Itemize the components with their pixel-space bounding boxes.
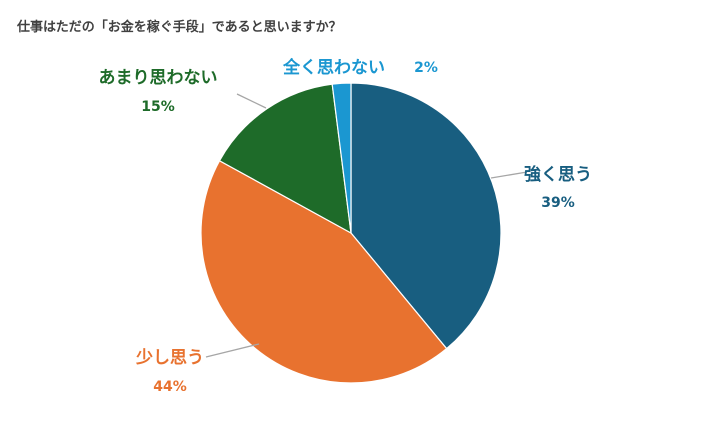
slice-percent-somewhat: 44% — [153, 379, 187, 395]
pie-slice-somewhat — [200, 159, 448, 384]
slice-percent-not-much: 15% — [141, 99, 175, 115]
chart-title: 仕事はただの「お金を稼ぐ手段」であると思いますか？ — [17, 20, 342, 35]
leader-line-not-much — [236, 93, 267, 109]
slice-label-strongly: 強く思う — [524, 164, 592, 185]
pie-slice-strongly — [350, 82, 502, 350]
slice-label-not-at-all: 全く思わない — [282, 57, 385, 78]
slice-percent-not-at-all: 2% — [414, 60, 438, 76]
slice-label-somewhat: 少し思う — [135, 348, 204, 368]
slice-label-not-much: あまり思わない — [99, 68, 218, 88]
leader-line-strongly — [490, 171, 528, 179]
pie-slice-not-at-all — [331, 82, 352, 234]
leader-line-somewhat — [205, 343, 260, 358]
pie-slice-not-much — [218, 83, 352, 235]
slice-percent-strongly: 39% — [541, 195, 575, 211]
